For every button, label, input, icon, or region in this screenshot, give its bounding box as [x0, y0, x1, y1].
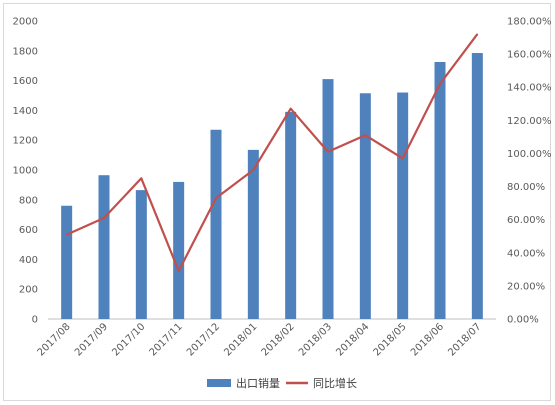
right-tick-label: 20.00% [507, 281, 545, 292]
left-tick-label: 600 [19, 225, 38, 236]
line-point-2018/05 [401, 157, 404, 160]
line-point-2017/09 [103, 217, 105, 219]
line-point-2018/06 [439, 83, 441, 85]
left-tick-label: 0 [32, 315, 38, 326]
bar-2018/02 [285, 111, 297, 319]
right-tick-label: 140.00% [507, 83, 552, 94]
line-series [65, 33, 479, 273]
x-tick-label: 2018/07 [446, 321, 483, 358]
left-tick-label: 800 [19, 195, 38, 206]
bar-2017/10 [135, 190, 147, 319]
right-tick-label: 80.00% [507, 182, 545, 193]
legend-label-line: 同比增长 [313, 376, 357, 390]
line-point-2018/04 [364, 134, 367, 137]
right-tick-label: 0.00% [507, 315, 539, 326]
x-tick-label: 2018/04 [334, 321, 371, 358]
bar-2018/06 [434, 61, 446, 319]
left-tick-label: 1600 [13, 76, 38, 87]
bar-2017/09 [98, 175, 110, 319]
bar-2018/01 [247, 149, 259, 319]
right-tick-label: 100.00% [507, 149, 552, 160]
bar-2017/08 [61, 205, 73, 319]
x-tick-label: 2018/05 [372, 321, 409, 358]
bar-2017/11 [173, 181, 185, 319]
left-tick-label: 200 [19, 285, 38, 296]
line-point-2018/01 [252, 169, 255, 171]
bar-series [61, 53, 483, 320]
line-point-2018/03 [327, 150, 329, 153]
bar-2018/03 [322, 79, 334, 319]
right-tick-label: 40.00% [507, 248, 545, 259]
left-tick-label: 1000 [13, 166, 38, 177]
left-tick-label: 1800 [13, 46, 38, 57]
legend: 出口销量 同比增长 [207, 376, 357, 390]
line-point-2018/07 [476, 33, 479, 36]
x-tick-label: 2018/03 [297, 321, 334, 358]
growth-line [66, 33, 479, 273]
left-tick-label: 1200 [13, 136, 38, 147]
bar-2018/05 [397, 92, 409, 320]
line-point-2017/11 [177, 270, 180, 272]
right-tick-label: 180.00% [507, 17, 552, 28]
x-tick-label: 2018/02 [260, 321, 297, 358]
x-tick-label: 2017/11 [148, 321, 185, 358]
x-axis-ticks: 2017/08 2017/09 2017/10 2017/11 2017/12 2018/… [36, 321, 484, 358]
x-tick-label: 2017/12 [185, 321, 222, 358]
right-tick-label: 160.00% [507, 50, 552, 61]
left-tick-label: 400 [19, 255, 38, 266]
x-tick-label: 2017/08 [36, 321, 73, 358]
left-tick-label: 1400 [13, 106, 38, 117]
line-point-2017/10 [140, 177, 143, 180]
legend-label-bar: 出口销量 [236, 376, 280, 390]
right-axis-ticks: 0.00% 20.00% 40.00% 60.00% 80.00% 100.00% 120.… [507, 17, 552, 326]
bar-2018/07 [471, 53, 483, 319]
x-tick-label: 2017/09 [73, 321, 110, 358]
right-tick-label: 60.00% [507, 215, 545, 226]
x-tick-label: 2018/06 [409, 321, 446, 358]
bar-2017/12 [210, 129, 222, 319]
legend-swatch-bar [207, 379, 231, 387]
chart-frame [3, 3, 551, 401]
line-point-2018/02 [289, 107, 292, 110]
x-tick-label: 2017/10 [110, 321, 147, 358]
line-point-2017/08 [65, 233, 68, 236]
left-tick-label: 2000 [13, 17, 38, 28]
x-tick-label: 2018/01 [222, 321, 259, 358]
line-point-2017/12 [215, 197, 217, 199]
bar-2018/04 [359, 93, 371, 319]
left-axis-ticks: 0 200 400 600 800 1000 1200 1400 1600 1800 2000 [13, 17, 38, 326]
right-tick-label: 120.00% [507, 116, 552, 127]
